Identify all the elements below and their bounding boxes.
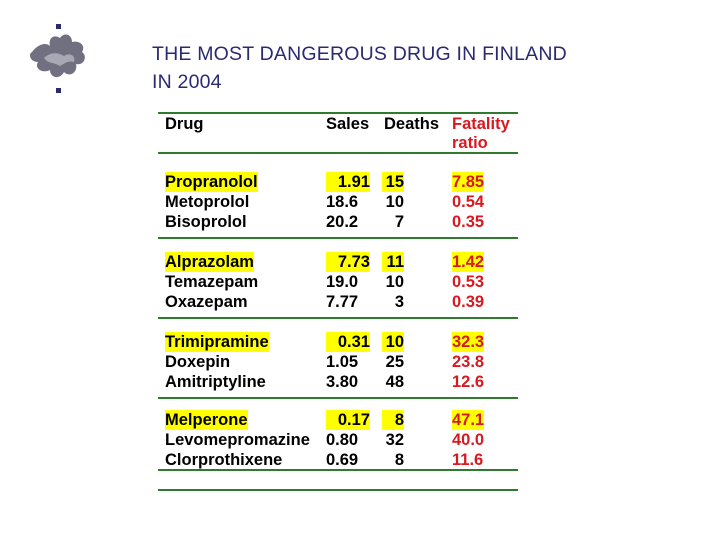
table-bottom-rule: [158, 489, 518, 491]
drug-name: Propranolol: [165, 172, 258, 192]
deaths-value: 25: [385, 353, 404, 371]
sales-value: 19.0: [326, 273, 359, 291]
deaths-value: 10: [385, 193, 404, 211]
drug-name: Melperone: [165, 410, 248, 430]
deaths-value: 10: [385, 273, 404, 291]
title-line-2: IN 2004: [152, 71, 222, 93]
fatality-ratio-value: 0.54: [452, 193, 485, 211]
fatality-ratio-value: 0.39: [452, 293, 485, 311]
column-header-drug: Drug: [165, 115, 204, 133]
fatality-ratio-value: 32.3: [452, 332, 485, 352]
column-header-deaths: Deaths: [384, 115, 440, 133]
sales-value: 18.6: [326, 193, 359, 211]
sales-value: 20.2: [326, 213, 359, 231]
column-header-sales: Sales: [326, 115, 370, 133]
drug-name: Metoprolol: [165, 193, 250, 211]
deaths-value: 11: [382, 252, 404, 272]
deaths-value: 8: [394, 451, 404, 469]
sales-value: 1.91: [326, 172, 370, 192]
sales-value: 0.69: [326, 451, 359, 469]
deaths-value: 10: [382, 332, 404, 352]
sales-value: 7.77: [326, 293, 359, 311]
drug-name: Levomepromazine: [165, 431, 310, 449]
column-header-ratio: ratio: [452, 134, 488, 152]
fatality-ratio-value: 1.42: [452, 252, 485, 272]
drug-name: Temazepam: [165, 273, 259, 291]
drug-name: Clorprothixene: [165, 451, 283, 469]
drug-name: Trimipramine: [165, 332, 269, 352]
group-rule: [158, 469, 518, 471]
fatality-ratio-value: 40.0: [452, 431, 485, 449]
drug-name: Bisoprolol: [165, 213, 247, 231]
fatality-ratio-value: 11.6: [452, 451, 484, 469]
fatality-ratio-value: 0.35: [452, 213, 485, 231]
fatality-ratio-value: 0.53: [452, 273, 485, 291]
group-rule: [158, 397, 518, 399]
university-flame-logo-icon: [30, 24, 85, 93]
fatality-ratio-value: 12.6: [452, 373, 485, 391]
deaths-value: 8: [382, 410, 404, 430]
header-rule: [158, 152, 518, 154]
group-rule: [158, 237, 518, 239]
group-rule: [158, 317, 518, 319]
deaths-value: 3: [394, 293, 404, 311]
drug-name: Alprazolam: [165, 252, 254, 272]
fatality-ratio-value: 7.85: [452, 172, 485, 192]
drug-name: Oxazepam: [165, 293, 248, 311]
drug-name: Doxepin: [165, 353, 231, 371]
deaths-value: 32: [385, 431, 404, 449]
sales-value: 0.80: [326, 431, 359, 449]
column-header-fatality: Fatality: [452, 115, 510, 133]
drug-name: Amitriptyline: [165, 373, 266, 391]
title-line-1: THE MOST DANGEROUS DRUG IN FINLAND: [152, 43, 567, 65]
fatality-ratio-value: 23.8: [452, 353, 485, 371]
sales-value: 1.05: [326, 353, 359, 371]
deaths-value: 15: [382, 172, 404, 192]
deaths-value: 48: [385, 373, 404, 391]
sales-value: 0.31: [326, 332, 370, 352]
sales-value: 3.80: [326, 373, 359, 391]
table-top-rule: [158, 112, 518, 114]
sales-value: 7.73: [326, 252, 370, 272]
fatality-ratio-value: 47.1: [452, 410, 485, 430]
deaths-value: 7: [394, 213, 404, 231]
sales-value: 0.17: [326, 410, 370, 430]
page-title: THE MOST DANGEROUS DRUG IN FINLAND IN 20…: [152, 40, 692, 96]
